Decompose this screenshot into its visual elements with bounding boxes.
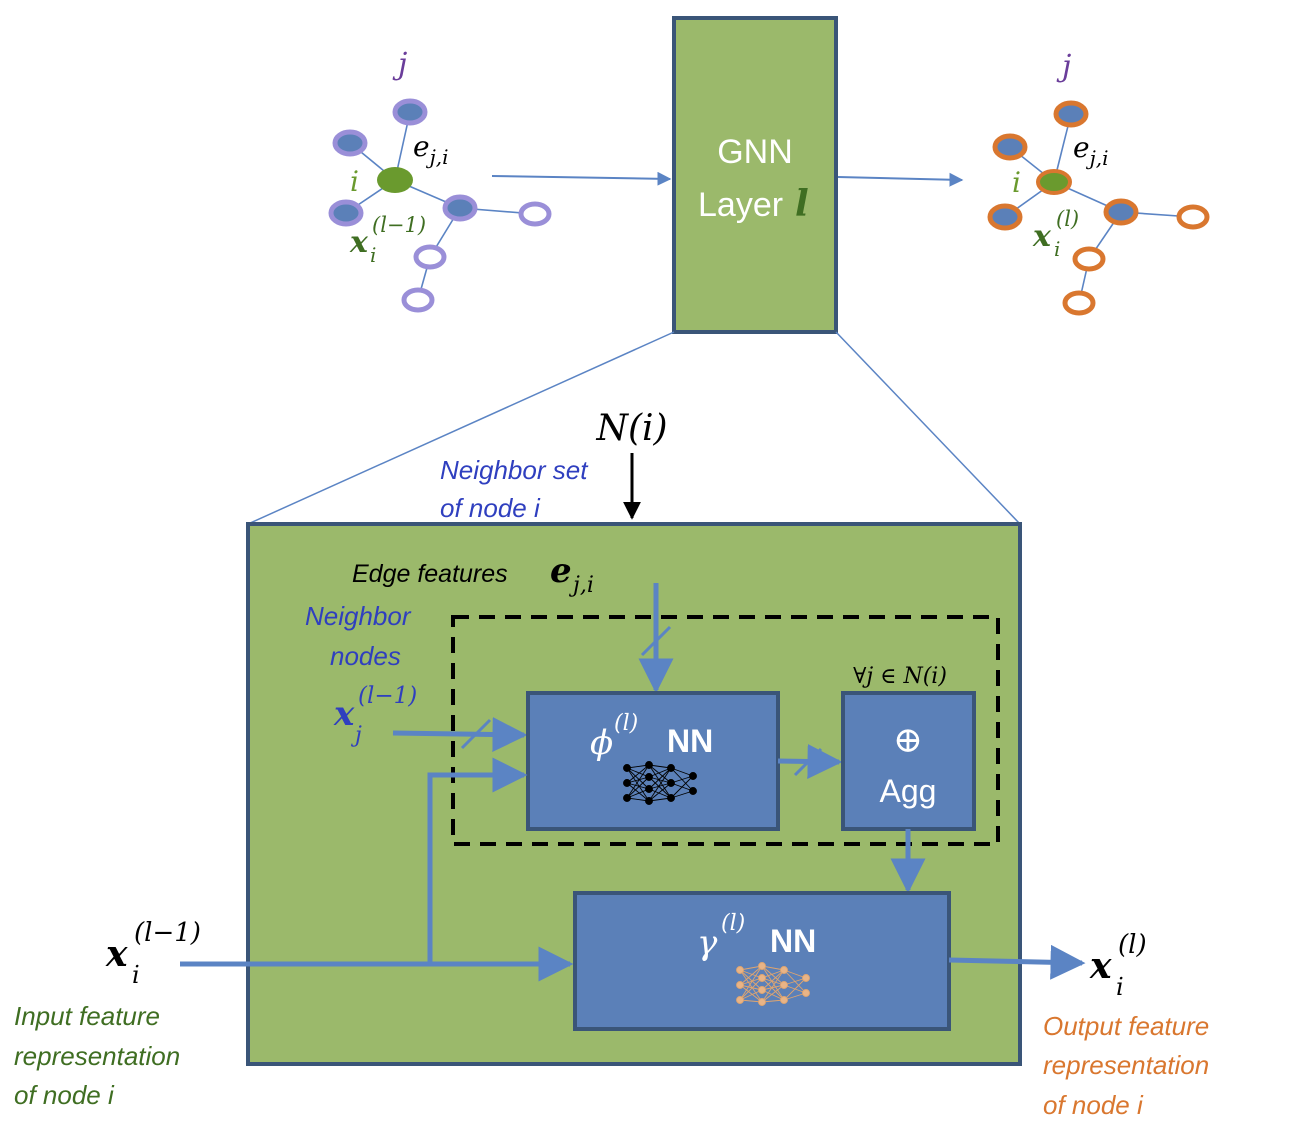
out-outer-node-bottom: [1062, 290, 1096, 316]
input-x-sub: i: [132, 961, 140, 989]
input-x: x: [105, 933, 128, 975]
gnn-layer-word: Layer: [698, 186, 783, 224]
neighbor-node-top: [392, 98, 428, 126]
input-caption-line1: Input feature: [14, 1001, 160, 1031]
output-graph-j-label: j: [1056, 49, 1071, 84]
neighbor-node-right: [442, 194, 478, 222]
neighbor-nodes-x: x: [333, 694, 355, 734]
phi-symbol: ϕ: [590, 723, 613, 763]
neighbor-node-left: [332, 129, 368, 157]
agg-forall-label: ∀j ∈ N(i): [853, 664, 947, 689]
output-graph-x: x: [1032, 219, 1052, 254]
output-graph: j ej,i i x i (l): [987, 49, 1210, 316]
edge-features-slash: [640, 625, 672, 657]
center-node-i: [377, 167, 413, 193]
output-caption-line1: Output feature: [1043, 1011, 1209, 1041]
input-graph-edge-label: ej,i: [413, 130, 449, 169]
output-graph-edge-e: e: [1073, 131, 1090, 164]
edge-features-sub: j,i: [568, 573, 594, 598]
output-caption-line2: representation: [1043, 1050, 1209, 1080]
output-graph-x-sub: i: [1054, 237, 1060, 261]
neighbor-set-caption-line1: Neighbor set: [440, 455, 589, 485]
neighbor-nodes-line1: Neighbor: [305, 601, 412, 631]
out-center-node-i: [1036, 169, 1072, 195]
output-graph-x-sup: (l): [1056, 207, 1079, 231]
input-graph-x-label: x: [349, 225, 369, 260]
output-x-sub: i: [1116, 973, 1124, 1001]
input-graph-edge-e: e: [413, 130, 430, 163]
input-caption-line2: representation: [14, 1041, 180, 1071]
input-x-sup: (l−1): [134, 918, 201, 948]
input-graph-x: x: [349, 225, 369, 260]
agg-oplus: ⊕: [893, 720, 923, 761]
neighbor-set-symbol: N(i): [595, 408, 667, 449]
out-neighbor-node-left: [992, 133, 1028, 161]
out-outer-node-middle: [1072, 246, 1106, 272]
output-graph-edges: [1004, 113, 1194, 304]
neighbor-set-caption-line2: of node i: [440, 493, 541, 523]
out-neighbor-node-right: [1103, 198, 1139, 226]
input-graph-edges: [345, 111, 536, 301]
agg-label: Agg: [880, 773, 937, 809]
gnn-layer-subtitle: Layer: [698, 186, 783, 224]
gamma-symbol: γ: [697, 923, 718, 963]
arrow-to-gnn-layer: [491, 171, 672, 186]
output-graph-nodes: [987, 100, 1210, 316]
neighbor-nodes-line2: nodes: [330, 641, 401, 671]
neighbor-nodes-slash: [460, 718, 492, 750]
outer-node-middle: [413, 244, 447, 270]
outer-node-far-right: [518, 201, 552, 227]
gnn-layer-box: GNN Layer l: [672, 16, 838, 334]
phi-sup: (l): [614, 711, 638, 736]
output-graph-edge-label: ej,i: [1073, 131, 1109, 170]
input-graph-j-label: j: [392, 47, 407, 82]
gamma-sup: (l): [721, 911, 745, 936]
output-x: x: [1089, 945, 1112, 987]
input-graph-x-sub: i: [370, 243, 376, 267]
phi-nn-label: NN: [667, 723, 713, 759]
input-graph: j ej,i i x i (l−1): [328, 47, 552, 313]
input-graph-edge-sub: j,i: [426, 145, 449, 169]
gnn-layer-var: l: [795, 183, 809, 225]
output-graph-edge-sub: j,i: [1086, 146, 1109, 170]
neighbor-nodes-arrow: [392, 717, 528, 753]
input-graph-i-label: i: [350, 165, 359, 198]
zoom-line-right: [835, 331, 1021, 525]
edge-features-e: e: [550, 551, 572, 591]
out-neighbor-node-top: [1053, 100, 1089, 128]
input-branch-to-phi: [427, 757, 528, 964]
input-graph-nodes: [328, 98, 552, 313]
out-neighbor-node-lower-left: [987, 203, 1023, 231]
zoom-line-left: [247, 331, 675, 525]
output-caption-line3: of node i: [1043, 1090, 1144, 1120]
input-caption-line3: of node i: [14, 1080, 115, 1110]
gamma-nn-label: NN: [770, 923, 816, 959]
phi-to-agg-slash: [793, 747, 823, 777]
phi-nn-block: ϕ (l) NN: [526, 691, 780, 831]
out-outer-node-far-right: [1176, 204, 1210, 230]
neighbor-node-lower-left: [328, 199, 364, 227]
output-arrow: [948, 944, 1086, 980]
edge-features-label: Edge features: [352, 560, 508, 588]
output-graph-i-label: i: [1012, 166, 1021, 199]
phi-neural-net-icon: [623, 761, 697, 805]
output-x-sup: (l): [1118, 930, 1147, 960]
message-passing-dashed-box: [451, 615, 1000, 846]
outer-node-bottom: [401, 287, 435, 313]
input-graph-x-sup: (l−1): [372, 213, 426, 237]
gamma-nn-block: γ (l) NN: [573, 891, 951, 1031]
gamma-neural-net-icon: [736, 962, 810, 1006]
arrow-from-gnn-layer: [837, 172, 964, 187]
neighbor-nodes-x-sup: (l−1): [358, 683, 417, 709]
gnn-layer-title: GNN: [717, 133, 793, 171]
